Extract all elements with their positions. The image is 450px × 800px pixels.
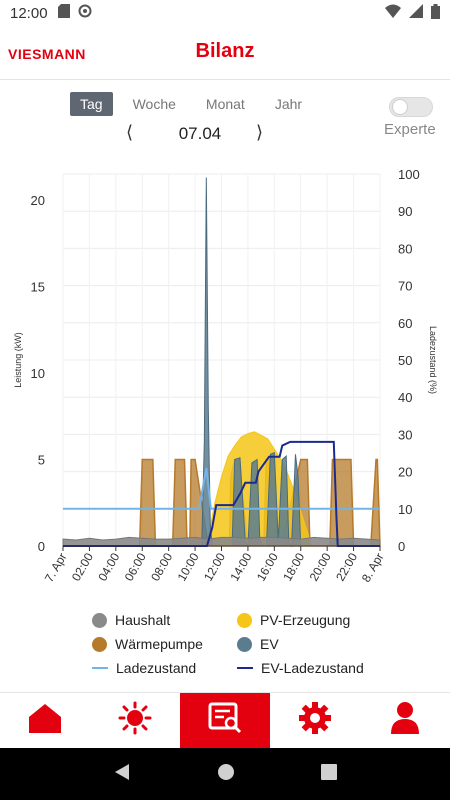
back-icon[interactable] (113, 763, 131, 786)
x-tick-label: 14:00 (227, 550, 254, 583)
y-right-tick-label: 50 (398, 353, 412, 368)
y-right-tick-label: 100 (398, 167, 420, 182)
y-right-tick-label: 70 (398, 279, 412, 294)
page-title: Bilanz (195, 40, 255, 62)
nav-home[interactable] (0, 693, 90, 748)
nav-profile[interactable] (360, 693, 450, 748)
viessmann-logo: VIESMANN (8, 46, 86, 62)
energy-balance-chart: 0 5 10 15 20 0 10 20 30 40 50 60 70 80 90 100 Leistung (… (13, 167, 438, 585)
y-right-tick-label: 80 (398, 241, 412, 256)
y-right-axis-label: Ladezustand (%) (428, 326, 438, 394)
x-tick-label: 7. Apr (42, 551, 70, 585)
bottom-navigation (0, 692, 450, 748)
status-time: 12:00 (10, 4, 48, 22)
legend-dot (237, 612, 252, 628)
x-tick-label: 06:00 (122, 550, 149, 583)
selected-date: 07.04 (178, 124, 222, 143)
x-tick-label: 12:00 (201, 550, 228, 583)
system-navigation (0, 748, 450, 800)
y-left-tick-label: 15 (31, 279, 45, 294)
y-left-tick-label: 5 (38, 452, 45, 467)
legend-label: PV-Erzeugung (260, 612, 351, 628)
legend-line (237, 667, 253, 669)
tab-monat[interactable]: Monat (205, 96, 245, 112)
y-right-tick-label: 90 (398, 204, 412, 219)
x-tick-label: 20:00 (307, 550, 334, 583)
expert-toggle[interactable] (389, 97, 433, 117)
battery-icon (431, 3, 440, 23)
legend-ev[interactable]: EV (237, 636, 279, 652)
person-icon (390, 701, 420, 740)
y-right-tick-label: 10 (398, 502, 412, 517)
legend-label: Ladezustand (116, 660, 197, 676)
legend-ev-ladezustand[interactable]: EV-Ladezustand (237, 660, 364, 676)
legend-label: Wärmepumpe (115, 636, 203, 652)
legend-pv-erzeugung[interactable]: PV-Erzeugung (237, 612, 350, 628)
report-icon (208, 702, 242, 739)
tab-woche[interactable]: Woche (132, 96, 176, 112)
tab-jahr[interactable]: Jahr (274, 96, 303, 112)
legend-label: Haushalt (115, 612, 171, 628)
period-tabs: Tag Woche Monat Jahr (70, 92, 322, 116)
x-tick-label: 02:00 (69, 550, 96, 583)
x-tick-label: 08:00 (148, 550, 175, 583)
legend-dot (92, 636, 107, 652)
y-left-tick-label: 20 (31, 193, 45, 208)
legend-dot (237, 636, 252, 652)
legend-waermepumpe[interactable]: Wärmepumpe (92, 636, 203, 652)
tab-tag[interactable]: Tag (70, 92, 113, 116)
expert-label: Experte (384, 121, 436, 138)
nav-settings[interactable] (270, 693, 360, 748)
y-right-tick-label: 0 (398, 539, 405, 554)
y-right-tick-label: 60 (398, 316, 412, 331)
toggle-knob (392, 99, 408, 115)
chevron-right-icon[interactable]: ⟩ (256, 122, 264, 142)
series-ev-ladezustand (63, 440, 380, 547)
status-bar: 12:00 (0, 0, 450, 26)
legend-dot (92, 612, 107, 628)
legend-line (92, 667, 108, 669)
y-right-tick-label: 30 (398, 427, 412, 442)
home-icon (28, 702, 62, 739)
sun-icon (118, 701, 152, 740)
y-right-tick-label: 40 (398, 390, 412, 405)
legend-ladezustand[interactable]: Ladezustand (92, 660, 196, 676)
series-ladezustand (63, 467, 380, 510)
wifi-icon (385, 4, 401, 22)
nav-production[interactable] (90, 693, 180, 748)
x-tick-label: 8. Apr (359, 551, 387, 585)
chevron-left-icon[interactable]: ⟨ (126, 122, 134, 142)
legend-haushalt[interactable]: Haushalt (92, 612, 170, 628)
legend-label: EV-Ladezustand (261, 660, 364, 676)
gear-icon (298, 701, 332, 740)
y-left-tick-label: 10 (31, 366, 45, 381)
y-left-axis-label: Leistung (kW) (13, 332, 23, 388)
signal-icon (409, 4, 423, 22)
x-tick-label: 18:00 (280, 550, 307, 583)
sync-icon (78, 4, 92, 22)
recents-icon[interactable] (321, 763, 337, 785)
x-tick-label: 22:00 (333, 550, 360, 583)
x-tick-label: 10:00 (175, 550, 202, 583)
x-tick-label: 16:00 (254, 550, 281, 583)
sd-card-icon (57, 4, 70, 22)
y-right-tick-label: 20 (398, 465, 412, 480)
y-left-tick-label: 0 (38, 539, 45, 554)
home-circle-icon[interactable] (217, 763, 235, 786)
app-bar: VIESMANN Bilanz (0, 26, 450, 80)
series-haushalt (62, 536, 381, 547)
date-navigation: ⟨ 07.04 ⟩ (0, 122, 450, 144)
nav-bilanz[interactable] (180, 693, 270, 748)
legend-label: EV (260, 636, 279, 652)
x-tick-label: 04:00 (95, 550, 122, 583)
